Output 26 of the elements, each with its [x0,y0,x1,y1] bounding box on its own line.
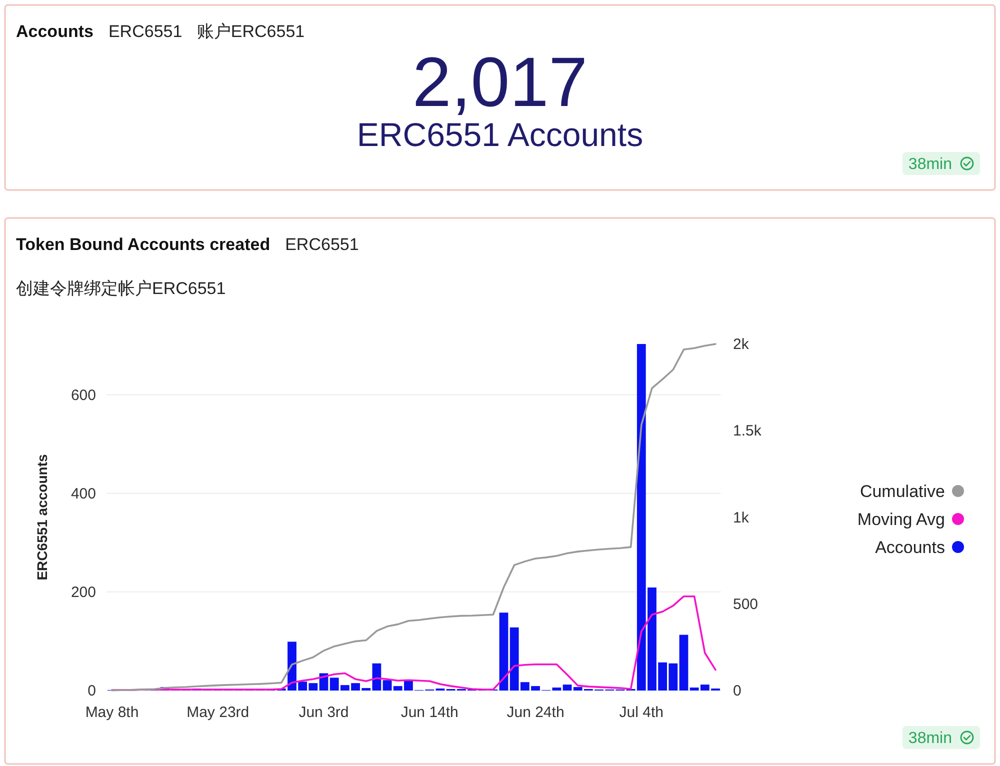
y2-tick-label: 500 [733,596,758,613]
y2-tick-label: 1k [733,509,750,526]
y-tick-label: 600 [70,386,96,404]
legend-label: Accounts [875,538,945,557]
x-tick-label: Jun 14th [400,704,458,721]
y-tick-label: 0 [88,682,96,700]
text: 创建令牌绑定帐户ERC6551 [16,279,226,298]
x-tick-label: May 8th [85,704,139,721]
text: 38min [908,156,952,173]
text: Accounts [16,22,94,41]
y2-tick-label: 2k [733,336,750,353]
chart-subtitle: ERC6551 [285,235,359,254]
y2-tick-label: 1.5k [733,422,762,440]
y2-tick-label: 0 [733,682,742,700]
chart-title: Token Bound Accounts created [16,235,270,254]
y-tick-label: 200 [70,584,96,601]
x-tick-label: Jul 4th [619,704,664,721]
legend-label: Cumulative [860,482,945,501]
x-tick-label: Jun 3rd [298,704,349,721]
y-axis-title: ERC6551 accounts [34,454,50,580]
x-tick-label: May 23rd [186,704,250,721]
text: 38min [908,730,952,747]
x-tick-label: Jun 24th [506,704,564,721]
legend-label: Moving Avg [857,510,945,529]
y-tick-label: 400 [70,485,96,502]
text: ERC6551 账户ERC6551 [108,22,305,41]
